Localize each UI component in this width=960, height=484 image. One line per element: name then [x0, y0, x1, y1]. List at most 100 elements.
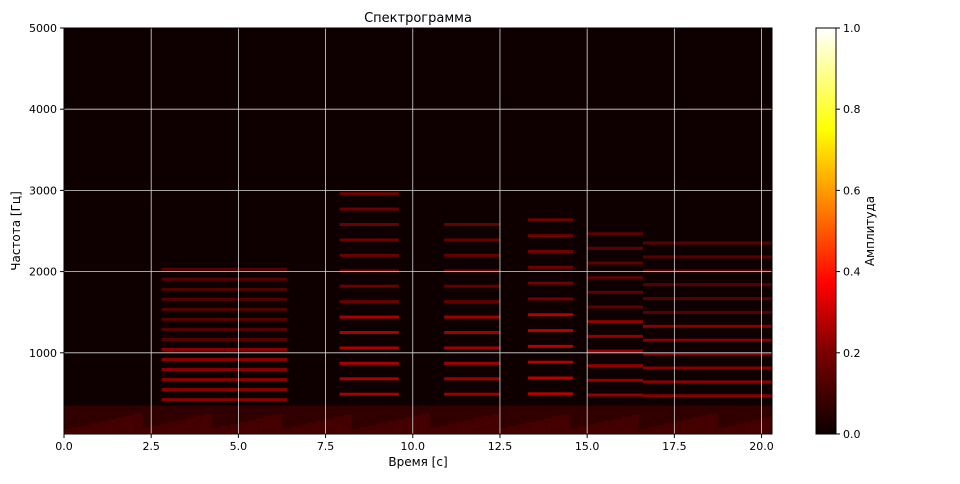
- noise-cell: [343, 415, 352, 434]
- noise-cell: [212, 428, 221, 434]
- harmonic-band: [162, 318, 288, 321]
- harmonic-band: [643, 283, 772, 286]
- colorbar-tick-label: 0.8: [843, 103, 861, 116]
- harmonic-band: [528, 392, 573, 395]
- noise-cell: [230, 424, 239, 434]
- harmonic-band: [643, 242, 772, 245]
- harmonic-band: [444, 331, 500, 334]
- harmonic-band: [587, 291, 643, 294]
- noise-cell: [195, 416, 204, 434]
- noise-cell: [456, 422, 465, 434]
- harmonic-band: [643, 297, 772, 300]
- colorbar: [816, 28, 836, 434]
- noise-cell: [639, 429, 648, 434]
- noise-cell: [134, 413, 143, 434]
- noise-cell: [81, 425, 90, 434]
- colorbar-tick-label: 1.0: [843, 22, 861, 35]
- colorbar-label: Амплитуда: [863, 196, 877, 266]
- noise-cell: [99, 421, 108, 434]
- noise-cell: [552, 416, 561, 434]
- noise-cell: [108, 419, 117, 434]
- harmonic-band: [528, 266, 573, 269]
- noise-cell: [709, 413, 718, 434]
- noise-cell: [326, 419, 335, 434]
- noise-cell: [648, 427, 657, 434]
- noise-cell: [238, 422, 247, 434]
- harmonic-band: [587, 247, 643, 250]
- harmonic-band: [643, 255, 772, 258]
- noise-cell: [526, 422, 535, 434]
- noise-cell: [500, 428, 509, 434]
- noise-cell: [631, 415, 640, 434]
- noise-cell: [535, 420, 544, 434]
- colorbar-tick-label: 0.4: [843, 266, 861, 279]
- harmonic-band: [587, 335, 643, 338]
- harmonic-band: [162, 308, 288, 311]
- noise-cell: [613, 419, 622, 434]
- harmonic-band: [587, 276, 643, 279]
- noise-cell: [692, 417, 701, 434]
- noise-cell: [727, 426, 736, 434]
- noise-cell: [221, 426, 230, 434]
- y-tick-label: 3000: [29, 184, 57, 197]
- x-axis-label: Время [с]: [388, 455, 447, 469]
- harmonic-band: [162, 368, 288, 371]
- harmonic-band: [162, 378, 288, 381]
- harmonic-band: [162, 348, 288, 351]
- harmonic-band: [444, 346, 500, 349]
- harmonic-band: [340, 285, 399, 288]
- noise-cell: [204, 414, 213, 434]
- harmonic-band: [340, 223, 399, 226]
- harmonic-band: [587, 379, 643, 382]
- x-tick-label: 2.5: [142, 440, 160, 453]
- noise-cell: [247, 420, 256, 434]
- noise-cell: [125, 415, 134, 434]
- noise-cell: [177, 420, 186, 434]
- harmonic-band: [643, 394, 772, 397]
- noise-cell: [291, 427, 300, 434]
- noise-cell: [387, 421, 396, 434]
- noise-cell: [317, 421, 326, 434]
- harmonic-band: [444, 300, 500, 303]
- noise-cell: [265, 416, 274, 434]
- harmonic-band: [528, 297, 573, 300]
- noise-cell: [587, 425, 596, 434]
- noise-cell: [448, 424, 457, 434]
- x-tick-label: 0.0: [55, 440, 73, 453]
- harmonic-band: [444, 362, 500, 365]
- noise-cell: [90, 423, 99, 434]
- noise-cell: [160, 424, 169, 434]
- harmonic-band: [340, 192, 399, 195]
- harmonic-band: [162, 388, 288, 391]
- noise-cell: [491, 414, 500, 434]
- y-tick-label: 5000: [29, 22, 57, 35]
- harmonic-band: [528, 377, 573, 380]
- harmonic-band: [340, 254, 399, 257]
- noise-cell: [299, 425, 308, 434]
- noise-cell: [169, 422, 178, 434]
- noise-cell: [753, 420, 762, 434]
- y-axis-label: Частота [Гц]: [9, 191, 23, 271]
- harmonic-band: [528, 218, 573, 221]
- noise-cell: [142, 428, 151, 434]
- y-axis-ticks: 10002000300040005000: [29, 22, 64, 360]
- harmonic-band: [643, 325, 772, 328]
- noise-cell: [622, 417, 631, 434]
- harmonic-band: [444, 393, 500, 396]
- harmonic-band: [643, 380, 772, 383]
- noise-cell: [735, 424, 744, 434]
- harmonic-band: [162, 288, 288, 291]
- noise-cell: [360, 427, 369, 434]
- x-tick-label: 5.0: [230, 440, 248, 453]
- x-tick-label: 7.5: [317, 440, 335, 453]
- noise-cell: [517, 424, 526, 434]
- y-tick-label: 4000: [29, 103, 57, 116]
- y-tick-label: 1000: [29, 347, 57, 360]
- harmonic-band: [587, 262, 643, 265]
- noise-cell: [334, 417, 343, 434]
- harmonic-band: [444, 285, 500, 288]
- harmonic-band: [587, 364, 643, 367]
- harmonic-band: [340, 208, 399, 211]
